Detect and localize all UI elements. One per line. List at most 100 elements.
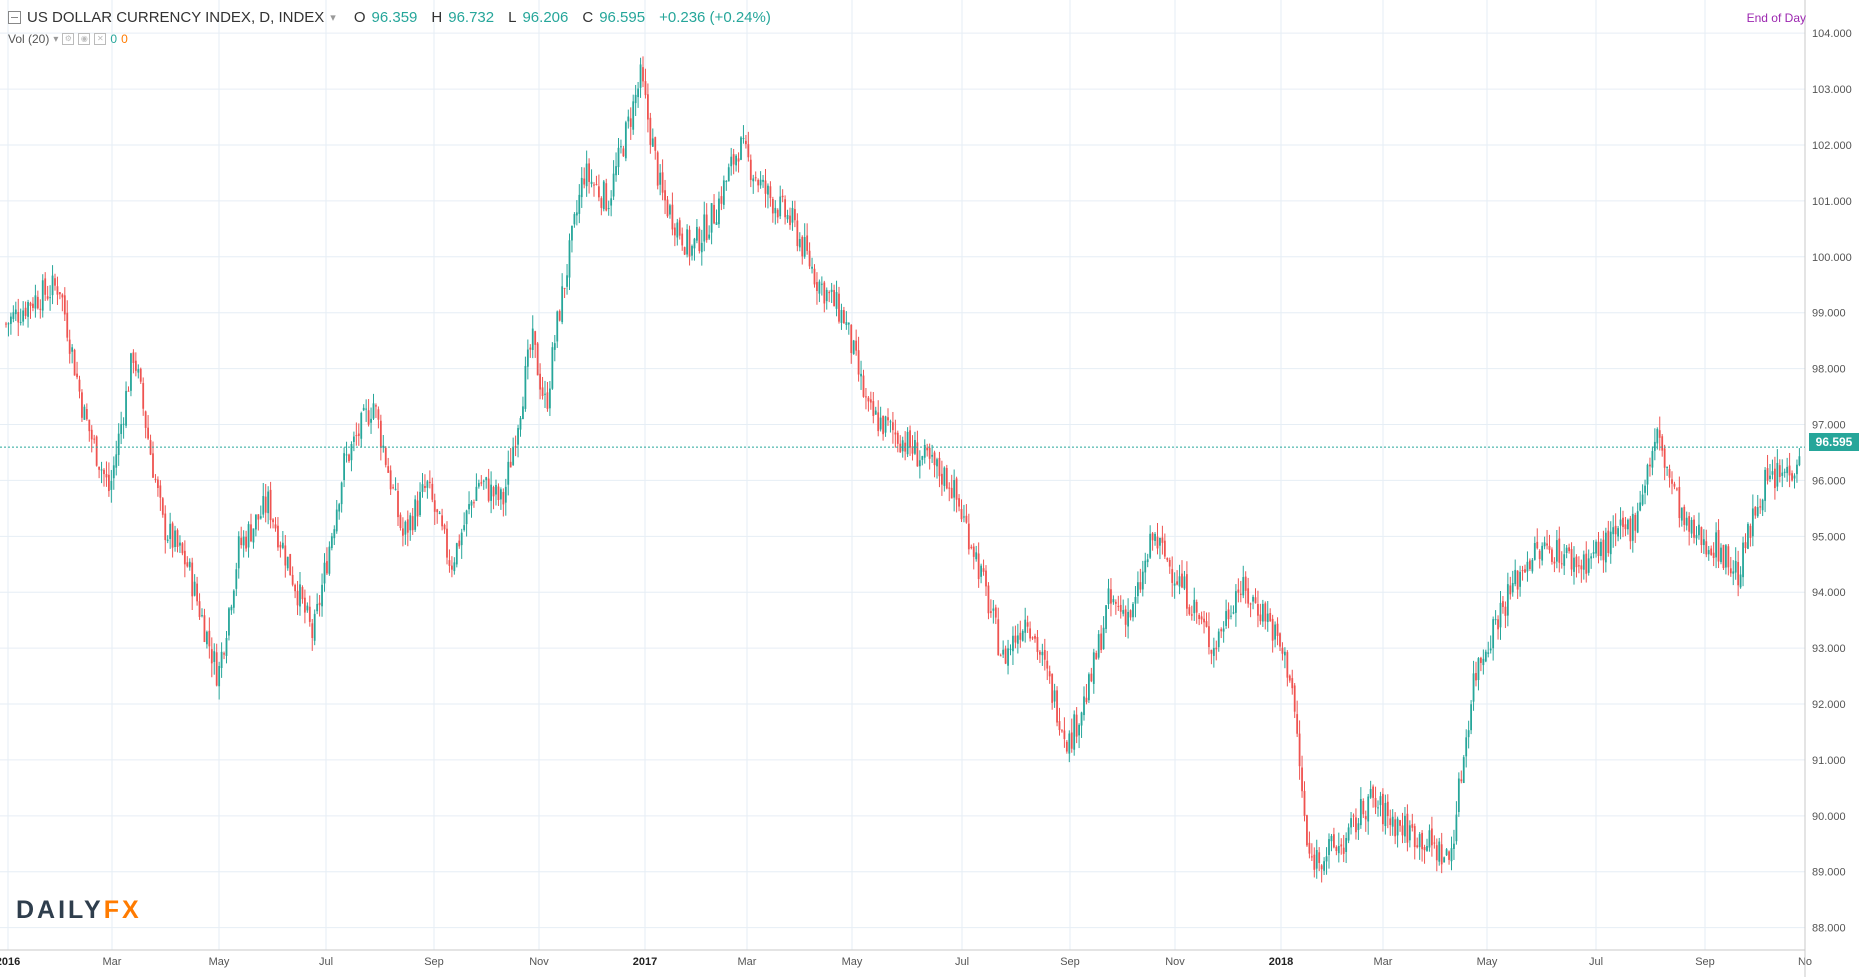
candle-body [1298,733,1301,767]
candle-body [833,290,835,307]
candle-body [399,514,402,528]
collapse-icon[interactable] [8,11,21,24]
candle-body [647,94,649,120]
candle-body [879,417,882,430]
candle-body [1352,815,1355,817]
candle-body [1448,851,1450,860]
candle-body [1443,857,1446,863]
candle-body [1306,815,1308,846]
candle-body [522,406,524,419]
candle-body [960,509,963,520]
candle-body [867,397,870,402]
candle-body [1720,547,1722,563]
candle-body [541,387,544,396]
candle-body [1328,839,1330,856]
candle-body [235,569,238,589]
candle-body [1399,820,1401,826]
candle-body [411,516,414,531]
candle-body [19,321,22,323]
candle-body [1774,468,1776,489]
candle-body [225,637,228,656]
candle-body [730,156,733,167]
candle-body [159,485,162,498]
candle-body [598,186,600,198]
candle-body [1264,603,1267,622]
candle-body [120,424,123,434]
candle-body [1629,518,1632,542]
candle-body [465,510,468,525]
candle-body [666,199,669,217]
candle-body [1372,786,1374,798]
candle-body [443,524,446,530]
candle-body [230,606,233,611]
candle-body [1506,584,1509,616]
candle-body [561,286,564,323]
candle-body [1065,741,1068,752]
candle-body [615,166,617,176]
candle-body [1379,796,1382,806]
candle-body [637,88,639,98]
candle-body [735,155,737,166]
chevron-down-icon[interactable]: ▾ [53,33,59,45]
candle-body [801,236,804,257]
candle-body [1514,569,1517,585]
candle-body [977,553,980,580]
candle-body [776,209,779,218]
candle-body [1418,834,1421,848]
candle-body [752,178,755,182]
candle-body [1212,647,1215,656]
candle-body [882,415,884,435]
candle-body [1024,619,1027,633]
candle-body [125,390,127,426]
candle-body [808,250,811,267]
candle-body [1026,622,1029,627]
y-tick-label: 92.000 [1812,699,1846,711]
candle-body [161,498,164,515]
candle-body [1631,513,1634,541]
candle-body [1433,842,1436,844]
candle-body [1330,835,1333,842]
x-tick-label: Sep [424,956,444,968]
candle-body [220,651,223,668]
candle-body [1573,557,1575,572]
candle-body [1095,652,1098,660]
candle-body [1715,532,1717,558]
candle-body [1320,865,1323,870]
candle-body [1291,678,1294,689]
candle-body [1404,815,1406,837]
candle-body [784,199,786,218]
settings-icon[interactable]: ⚙ [62,33,75,45]
close-icon[interactable]: ✕ [94,33,107,45]
candle-body [828,292,831,294]
candle-body [1012,635,1014,652]
logo-part-1: DAILY [16,896,104,924]
eye-icon[interactable]: ◉ [78,33,91,45]
chevron-down-icon[interactable]: ▾ [330,12,336,24]
candle-body [757,179,760,186]
candle-body [1612,527,1615,535]
candle-body [1078,724,1080,736]
candle-body [1695,534,1698,539]
candle-body [953,480,956,498]
candle-body [1210,649,1213,654]
candle-body [774,207,777,214]
candle-body [1627,519,1629,530]
candle-body [509,461,512,468]
candle-body [796,220,799,247]
candle-body [44,278,47,295]
candle-body [1303,790,1306,816]
candle-body [1453,843,1455,849]
candle-body [585,163,588,187]
candle-body [1516,570,1519,590]
candle-body [847,322,850,325]
candle-body [259,516,262,519]
candle-body [1377,807,1379,809]
candle-body [1751,508,1754,537]
candle-body [887,417,889,421]
candle-body [1499,602,1502,628]
candle-body [1345,837,1348,852]
candle-body [1313,854,1316,870]
candle-body [497,486,500,501]
candle-body [419,491,421,516]
